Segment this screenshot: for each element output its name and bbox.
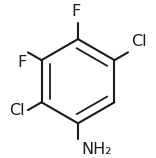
Text: F: F (17, 55, 27, 70)
Text: Cl: Cl (131, 34, 147, 49)
Text: F: F (72, 4, 81, 19)
Text: Cl: Cl (9, 103, 25, 118)
Text: NH₂: NH₂ (81, 142, 112, 157)
